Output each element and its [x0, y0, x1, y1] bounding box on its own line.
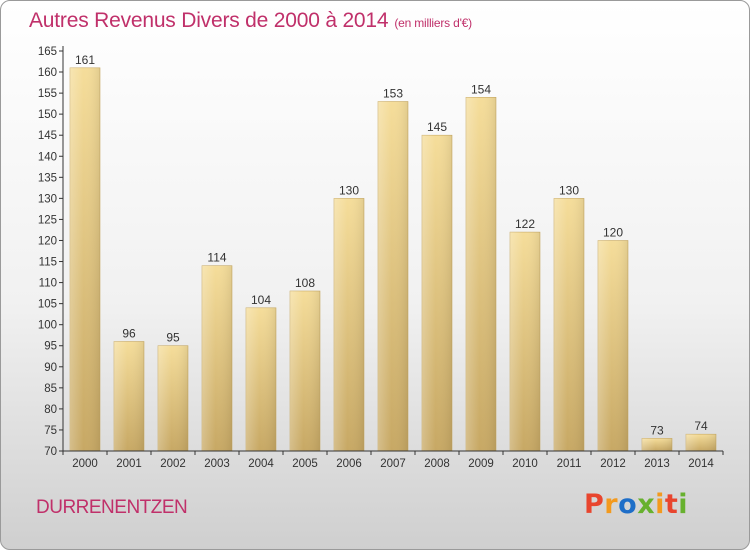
bar-shade-2003 [202, 265, 232, 451]
logo-letter: x [637, 489, 656, 520]
y-tick-label-75: 75 [44, 425, 57, 437]
x-tick-label-2008: 2008 [424, 458, 450, 470]
y-tick-label-140: 140 [38, 151, 57, 163]
x-tick-label-2001: 2001 [116, 458, 142, 470]
data-label-2008: 145 [427, 120, 447, 134]
y-tick-label-125: 125 [38, 214, 57, 226]
bar-shade-2007 [378, 101, 408, 451]
bar-shade-2004 [246, 307, 276, 451]
bar-shade-2014 [686, 434, 716, 451]
x-tick-label-2003: 2003 [204, 458, 230, 470]
bars-group: 161 96 95 114 104 108 130 153 145 154 122 130 120 73 7… [69, 53, 717, 452]
y-tick-label-165: 165 [38, 46, 57, 58]
bar-shade-2011 [554, 198, 584, 451]
x-tick-label-2002: 2002 [160, 458, 186, 470]
proxiti-logo: Proxiti [584, 489, 688, 520]
logo-letter: r [604, 489, 619, 520]
x-tick-label-2010: 2010 [512, 458, 538, 470]
data-label-2002: 95 [166, 331, 180, 345]
bar-shade-2000 [70, 67, 100, 452]
x-tick-label-2011: 2011 [557, 458, 582, 470]
bar-shade-2001 [114, 341, 144, 451]
chart-subtitle: (en milliers d'€) [394, 16, 472, 30]
data-label-2004: 104 [251, 293, 271, 307]
chart-title: Autres Revenus Divers de 2000 à 2014 (en … [29, 9, 472, 33]
y-tick-label-100: 100 [38, 320, 57, 332]
y-tick-label-85: 85 [44, 383, 57, 395]
data-label-2006: 130 [339, 183, 359, 197]
y-axis: 70 75 80 85 90 95 100 105 110 115 120 125 130 135 140 1… [38, 46, 64, 458]
bar-shade-2006 [334, 198, 364, 451]
x-axis: 2000 2001 2002 2003 2004 2005 2006 2007 2008 2009… [62, 450, 724, 470]
chart-title-text: Autres Revenus Divers de 2000 à 2014 [29, 9, 389, 32]
commune-name: DURRENENTZEN [36, 497, 188, 518]
y-tick-label-155: 155 [38, 88, 57, 100]
data-label-2003: 114 [207, 251, 226, 265]
y-tick-label-80: 80 [44, 404, 57, 416]
data-label-2001: 96 [122, 327, 136, 341]
bar-shade-2010 [510, 232, 540, 451]
bar-shade-2009 [466, 97, 496, 452]
logo-letter: o [618, 489, 638, 520]
bar-shade-2002 [158, 345, 188, 451]
x-tick-label-2007: 2007 [380, 458, 406, 470]
data-label-2011: 130 [559, 183, 579, 197]
x-tick-label-2004: 2004 [248, 458, 274, 470]
logo-letter: i [655, 489, 665, 520]
data-label-2009: 154 [471, 82, 491, 96]
logo-letter: P [584, 489, 605, 520]
data-label-2010: 122 [515, 217, 535, 231]
y-tick-label-115: 115 [39, 257, 57, 269]
data-label-2005: 108 [295, 276, 315, 290]
logo-letter: i [678, 489, 689, 520]
x-tick-label-2005: 2005 [292, 458, 318, 470]
y-tick-label-120: 120 [38, 235, 57, 247]
y-tick-label-145: 145 [38, 130, 57, 142]
y-tick-label-135: 135 [38, 172, 57, 184]
data-label-2000: 161 [75, 53, 95, 67]
x-tick-label-2014: 2014 [688, 458, 714, 470]
data-label-2012: 120 [603, 226, 623, 240]
bar-shade-2012 [598, 240, 628, 451]
y-tick-label-150: 150 [38, 109, 57, 121]
bar-shade-2008 [422, 135, 452, 451]
y-tick-label-95: 95 [44, 341, 57, 353]
data-label-2014: 74 [694, 419, 708, 433]
y-tick-label-110: 110 [39, 278, 57, 290]
data-label-2007: 153 [383, 87, 403, 101]
bar-shade-2013 [642, 438, 672, 451]
x-tick-label-2000: 2000 [72, 458, 98, 470]
x-tick-label-2012: 2012 [600, 458, 626, 470]
logo-letter: t [664, 489, 679, 520]
y-tick-label-105: 105 [38, 299, 57, 311]
y-tick-label-130: 130 [38, 193, 57, 205]
y-tick-label-160: 160 [38, 67, 57, 79]
bar-shade-2005 [290, 291, 320, 451]
y-tick-label-70: 70 [44, 446, 57, 458]
x-tick-label-2006: 2006 [336, 458, 362, 470]
data-label-2013: 73 [650, 423, 664, 437]
y-tick-label-90: 90 [44, 362, 57, 374]
x-tick-label-2013: 2013 [644, 458, 670, 470]
x-tick-label-2009: 2009 [468, 458, 494, 470]
